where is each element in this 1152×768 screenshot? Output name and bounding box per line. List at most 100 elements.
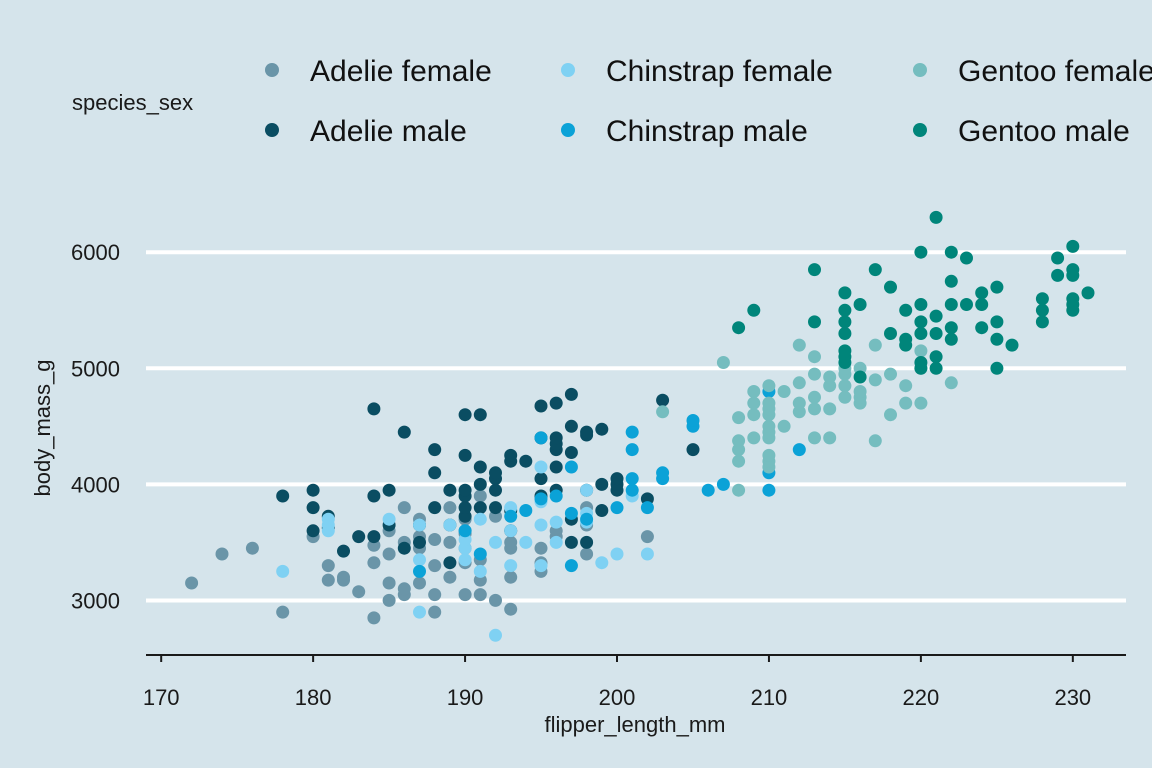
data-point xyxy=(215,547,229,561)
data-point xyxy=(838,379,852,393)
data-point xyxy=(337,570,350,584)
data-point xyxy=(625,443,639,457)
data-point xyxy=(1051,251,1065,265)
data-point xyxy=(276,564,290,578)
data-point xyxy=(808,263,821,277)
data-point xyxy=(868,338,882,352)
legend-label: Chinstrap female xyxy=(606,55,833,88)
data-point xyxy=(473,501,487,515)
data-point xyxy=(701,483,715,497)
data-point xyxy=(732,454,746,468)
y-tick-label: 4000 xyxy=(71,472,120,497)
data-point xyxy=(413,564,426,578)
data-point xyxy=(473,512,487,526)
data-point xyxy=(777,419,791,433)
y-tick-label: 3000 xyxy=(71,588,120,613)
data-point xyxy=(321,512,335,526)
data-point xyxy=(625,472,639,486)
data-point xyxy=(352,585,366,599)
data-point xyxy=(489,501,502,515)
data-point xyxy=(656,405,670,419)
data-point xyxy=(367,402,381,416)
y-axis-title: body_mass_g xyxy=(30,360,55,497)
data-point xyxy=(1035,303,1049,317)
data-point xyxy=(534,541,548,555)
y-tick-label: 6000 xyxy=(71,240,120,265)
legend-marker xyxy=(561,63,575,77)
data-point xyxy=(762,379,776,393)
data-point xyxy=(1005,338,1019,352)
data-point xyxy=(595,556,609,570)
data-point xyxy=(397,582,411,596)
data-point xyxy=(960,251,973,265)
data-point xyxy=(276,605,290,619)
data-point xyxy=(382,593,396,607)
data-point xyxy=(656,393,670,407)
data-point xyxy=(747,396,761,410)
legend-title: species_sex xyxy=(72,90,193,115)
data-point xyxy=(884,367,897,381)
data-point xyxy=(595,422,609,436)
data-point xyxy=(549,535,563,549)
data-point xyxy=(1051,268,1065,282)
data-point xyxy=(504,448,518,462)
data-point xyxy=(792,443,806,457)
data-point xyxy=(489,593,502,607)
data-point xyxy=(534,431,548,445)
data-point xyxy=(443,570,457,584)
y-tick-label: 5000 xyxy=(71,356,120,381)
legend-label: Adelie male xyxy=(310,115,467,148)
data-point xyxy=(413,576,426,590)
data-point xyxy=(473,408,487,422)
legend-label: Gentoo male xyxy=(958,115,1130,148)
data-point xyxy=(656,466,670,480)
legend-item: Chinstrap male xyxy=(561,115,808,148)
data-point xyxy=(519,504,533,517)
data-point xyxy=(808,315,821,329)
legend-marker xyxy=(265,123,279,137)
data-point xyxy=(960,298,973,311)
data-point xyxy=(853,370,867,384)
data-point xyxy=(990,332,1004,346)
x-tick-label: 180 xyxy=(295,685,332,710)
data-point xyxy=(458,588,472,602)
data-point xyxy=(549,460,563,474)
data-point xyxy=(914,315,928,329)
data-point xyxy=(838,390,852,404)
legend-item: Adelie female xyxy=(265,55,492,88)
data-point xyxy=(564,446,578,459)
data-point xyxy=(382,512,396,526)
axes: 3000 4000 5000 6000 170 180 190 200 210 220 230 xyxy=(71,240,1126,710)
data-point xyxy=(458,448,472,462)
data-point xyxy=(868,434,882,448)
x-tick-label: 210 xyxy=(751,685,788,710)
data-point xyxy=(428,443,442,457)
legend: species_sex Adelie female Chinstrap femal… xyxy=(72,55,1152,148)
data-point xyxy=(929,361,943,375)
data-point xyxy=(762,396,776,410)
data-point xyxy=(413,553,426,567)
data-point xyxy=(808,402,821,416)
data-point xyxy=(975,298,989,311)
data-point xyxy=(914,356,928,369)
data-point xyxy=(580,425,594,439)
data-point xyxy=(473,460,487,474)
data-point xyxy=(428,588,442,602)
data-point xyxy=(534,399,548,413)
data-point xyxy=(473,489,487,503)
data-point xyxy=(990,280,1004,294)
data-point xyxy=(838,344,852,358)
data-point xyxy=(458,524,472,538)
data-point xyxy=(443,556,457,570)
data-point xyxy=(808,350,821,364)
data-point xyxy=(473,547,487,561)
data-point xyxy=(534,559,548,573)
data-point xyxy=(640,530,654,544)
data-point xyxy=(899,396,913,410)
data-point xyxy=(534,518,548,532)
data-point xyxy=(397,501,411,515)
data-point xyxy=(838,327,852,340)
data-point xyxy=(1035,315,1049,329)
data-point xyxy=(397,425,411,439)
